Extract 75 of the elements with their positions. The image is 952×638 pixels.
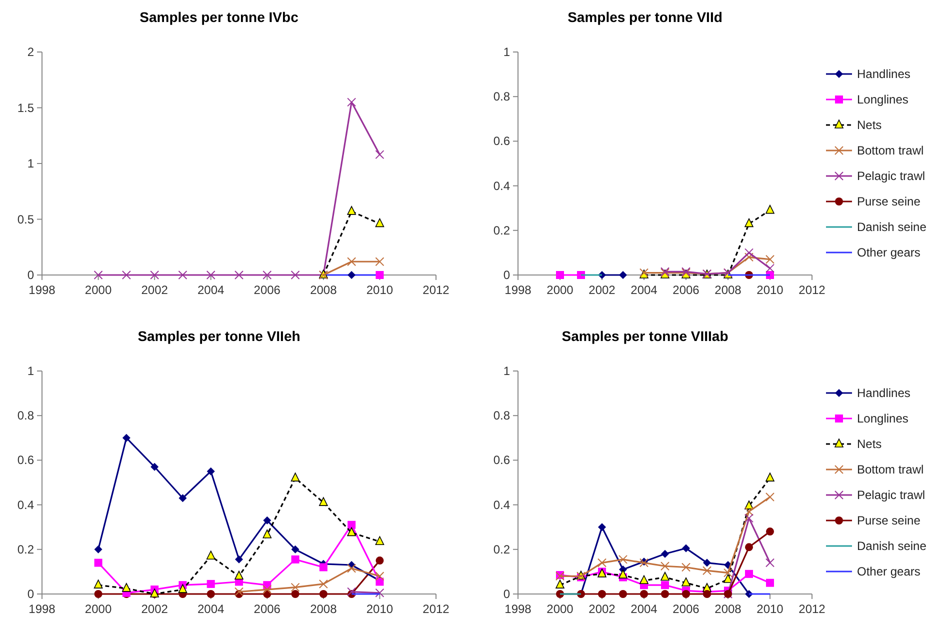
y-tick-label: 1 [27,364,34,378]
x-tick-label: 2012 [798,283,826,297]
y-tick-label: 0.2 [17,542,34,556]
chart-title: Samples per tonne VIIeh [138,328,300,344]
legend-label: Purse seine [857,194,921,208]
x-tick-label: 1998 [28,602,56,616]
y-tick-label: 0.8 [493,408,510,423]
y-tick-label: 0.6 [17,453,34,468]
x-tick-label: 2010 [366,602,394,616]
x-tick-label: 2008 [310,602,338,616]
y-tick-label: 0.2 [493,542,510,556]
x-tick-label: 2012 [798,602,826,616]
y-tick-label: 0 [27,268,34,282]
x-tick-label: 2010 [756,602,784,616]
legend-label: Nets [857,437,882,451]
y-tick-label: 0.4 [493,178,510,193]
x-tick-label: 1998 [504,602,532,616]
x-tick-label: 2002 [141,283,168,297]
y-tick-label: 0 [503,587,510,601]
legend-label: Longlines [857,92,908,106]
x-tick-label: 2008 [310,283,338,297]
legend-label: Other gears [857,564,920,578]
chart-title: Samples per tonne VIIIab [562,328,728,344]
legend-label: Longlines [857,412,908,426]
x-tick-label: 2008 [714,283,742,297]
legend-label: Other gears [857,246,920,260]
x-tick-label: 2012 [422,283,450,297]
legend-label: Danish seine [857,539,927,553]
x-tick-label: 2000 [546,283,574,297]
y-tick-label: 0.4 [493,498,510,512]
y-tick-label: 0.8 [17,408,34,423]
x-tick-label: 2004 [630,602,658,616]
x-tick-label: 2008 [714,602,742,616]
y-tick-label: 1 [27,156,34,170]
y-tick-label: 0.5 [17,212,34,226]
x-tick-label: 2004 [198,602,225,616]
y-tick-label: 0.8 [493,90,510,104]
y-tick-label: 1 [503,45,510,59]
legend-label: Bottom trawl [857,144,924,158]
x-tick-label: 2006 [672,283,700,297]
legend-label: Pelagic trawl [857,488,926,502]
x-tick-label: 2006 [254,283,281,297]
x-tick-label: 1998 [504,283,532,297]
x-tick-label: 2002 [588,283,616,297]
x-tick-label: 2004 [198,283,225,297]
y-tick-label: 0.2 [493,223,510,238]
y-tick-label: 0 [503,268,510,282]
y-tick-label: 2 [27,45,34,59]
x-tick-label: 2000 [546,602,574,616]
x-tick-label: 2000 [84,602,112,616]
legend-label: Nets [857,118,882,132]
legend-label: Pelagic trawl [857,169,926,183]
x-tick-label: 2012 [422,602,450,616]
y-tick-label: 0.6 [493,134,510,148]
x-tick-label: 1998 [28,283,56,297]
y-tick-label: 1 [503,364,510,378]
legend-label: Handlines [857,386,910,400]
x-tick-label: 2002 [141,602,168,616]
y-tick-label: 1.5 [17,100,34,115]
x-tick-label: 2000 [84,283,112,297]
x-tick-label: 2010 [366,283,394,297]
x-tick-label: 2010 [756,283,784,297]
x-tick-label: 2006 [254,602,281,616]
legend-label: Handlines [857,67,910,81]
x-tick-label: 2002 [588,602,616,616]
legend-label: Danish seine [857,220,927,234]
x-tick-label: 2006 [672,602,700,616]
x-tick-label: 2004 [630,283,658,297]
chart-title: Samples per tonne IVbc [140,9,299,25]
y-tick-label: 0.6 [493,453,510,468]
legend-label: Bottom trawl [857,462,924,476]
y-tick-label: 0 [27,587,34,601]
chart-title: Samples per tonne VIId [568,9,722,25]
y-tick-label: 0.4 [17,498,34,512]
legend-label: Purse seine [857,514,921,528]
